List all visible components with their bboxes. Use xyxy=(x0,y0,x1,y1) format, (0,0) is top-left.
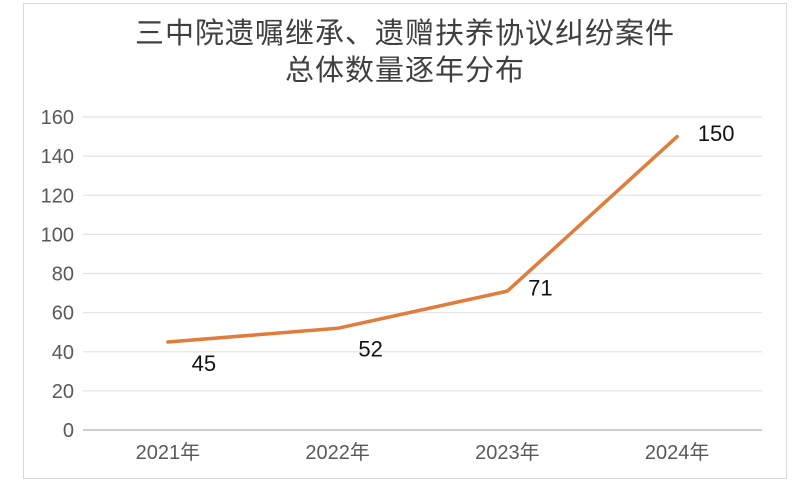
data-label: 71 xyxy=(528,275,552,300)
x-axis-tick-label: 2021年 xyxy=(136,441,201,464)
data-label: 150 xyxy=(698,121,735,146)
chart-title-line-1: 三中院遗嘱继承、遗赠扶养协议纠纷案件 xyxy=(134,18,675,50)
y-axis-tick-label: 80 xyxy=(52,264,74,286)
data-label: 45 xyxy=(192,351,216,376)
y-axis-tick-label: 0 xyxy=(63,420,74,442)
y-axis-tick-label: 20 xyxy=(52,381,74,403)
series-line xyxy=(166,134,679,344)
y-axis-tick-label: 120 xyxy=(41,185,74,207)
chart-frame xyxy=(23,3,787,479)
chart-title-line-2: 总体数量逐年分布 xyxy=(284,55,525,87)
x-axis-tick-label: 2023年 xyxy=(475,441,540,464)
data-label: 52 xyxy=(358,337,382,362)
x-axis-tick-label: 2024年 xyxy=(645,441,710,464)
x-axis-tick-label: 2022年 xyxy=(305,441,370,464)
y-axis-tick-label: 140 xyxy=(41,146,74,168)
chart-title: 三中院遗嘱继承、遗赠扶养协议纠纷案件 总体数量逐年分布 xyxy=(23,16,787,90)
y-axis-tick-label: 160 xyxy=(41,107,74,129)
y-axis-tick-label: 60 xyxy=(52,303,74,325)
y-axis-tick-label: 40 xyxy=(52,342,74,364)
y-axis-tick-label: 100 xyxy=(41,224,74,246)
